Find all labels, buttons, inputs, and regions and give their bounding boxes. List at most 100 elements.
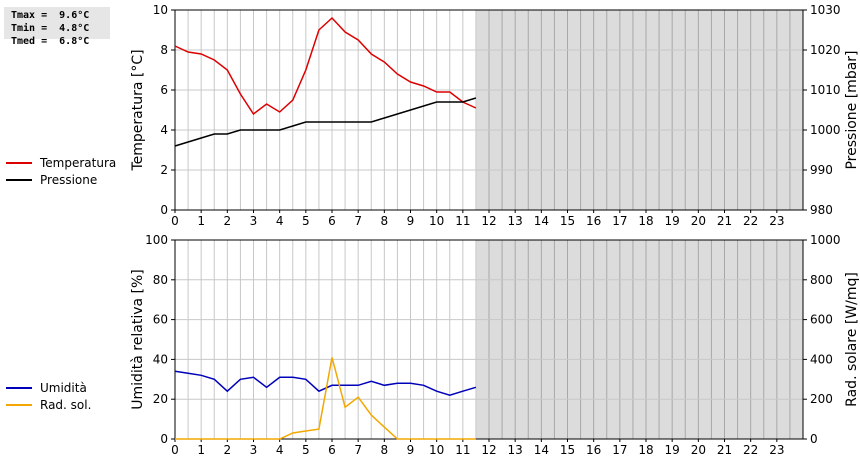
top-series-temperatura (174, 16, 477, 116)
bottom-xtick-label: 10 (429, 443, 444, 457)
bottom-xtick-label: 15 (560, 443, 575, 457)
bottom-ytick-label: 60 (153, 313, 168, 327)
bottom-xtick-label: 7 (354, 443, 362, 457)
top-xtick-label: 12 (481, 214, 496, 228)
top-xtick-label: 15 (560, 214, 575, 228)
top-xtick-label: 6 (328, 214, 336, 228)
legend-label-umidita: Umidità (40, 380, 87, 395)
legend-bottom: Umidità Rad. sol. (6, 379, 91, 413)
legend-item-temperatura: Temperatura (6, 154, 116, 171)
top-y2tick-label: 990 (810, 163, 833, 177)
top-ytick-label: 2 (160, 163, 168, 177)
bottom-ytick-label: 0 (160, 432, 168, 446)
bottom-xtick-label: 14 (534, 443, 549, 457)
top-xtick-label: 8 (381, 214, 389, 228)
top-y2tick-label: 1030 (810, 3, 841, 17)
bottom-series-umidit (174, 370, 477, 396)
bottom-xtick-label: 9 (407, 443, 415, 457)
top-y2tick-label: 1000 (810, 123, 841, 137)
stat-tmed: Tmed = 6.8°C (11, 36, 90, 47)
legend-top: Temperatura Pressione (6, 154, 116, 188)
bottom-series-rad-sol (175, 357, 476, 440)
top-xtick-label: 17 (612, 214, 627, 228)
legend-label-temperatura: Temperatura (40, 155, 117, 170)
bottom-xtick-label: 2 (224, 443, 232, 457)
top-y2tick-label: 1010 (810, 83, 841, 97)
top-xtick-label: 7 (354, 214, 362, 228)
top-xtick-label: 14 (534, 214, 549, 228)
bottom-xtick-label: 1 (197, 443, 205, 457)
legend-label-pressione: Pressione (40, 172, 98, 187)
bottom-ytick-label: 20 (153, 392, 168, 406)
bottom-y2tick-label: 0 (810, 432, 818, 446)
bottom-xtick-label: 19 (665, 443, 680, 457)
top-xtick-label: 9 (407, 214, 415, 228)
top-xtick-label: 21 (717, 214, 732, 228)
bottom-xtick-label: 12 (481, 443, 496, 457)
stats-box: Tmax = 9.6°C Tmin = 4.8°C Tmed = 6.8°C (4, 7, 110, 47)
top-xtick-label: 22 (743, 214, 758, 228)
bottom-xtick-label: 11 (455, 443, 470, 457)
legend-swatch-pressione (6, 178, 32, 181)
bottom-xtick-label: 8 (381, 443, 389, 457)
bottom-xtick-label: 13 (508, 443, 523, 457)
legend-item-umidita: Umidità (6, 379, 91, 396)
top-xtick-label: 20 (691, 214, 706, 228)
top-y2tick-label: 980 (810, 203, 833, 217)
bottom-y2label: Rad. solare [W/mq] (844, 272, 860, 407)
bottom-ytick-label: 80 (153, 273, 168, 287)
top-series-pressione (174, 97, 477, 147)
bottom-ytick-label: 40 (153, 352, 168, 366)
bottom-xtick-label: 17 (612, 443, 627, 457)
legend-label-radsol: Rad. sol. (40, 397, 92, 412)
legend-swatch-temperatura (6, 161, 32, 164)
bottom-y2tick-label: 200 (810, 392, 833, 406)
top-ylabel: Temperatura [°C] (130, 49, 146, 171)
bottom-xtick-label: 20 (691, 443, 706, 457)
bottom-ylabel: Umidità relativa [%] (130, 269, 146, 410)
bottom-xtick-label: 18 (638, 443, 653, 457)
top-xtick-label: 4 (276, 214, 284, 228)
top-xtick-label: 16 (586, 214, 601, 228)
bottom-xtick-label: 23 (769, 443, 784, 457)
top-ytick-label: 8 (160, 43, 168, 57)
bottom-y2tick-label: 600 (810, 313, 833, 327)
top-y2label: Pressione [mbar] (844, 50, 860, 169)
bottom-y2tick-label: 800 (810, 273, 833, 287)
bottom-xtick-label: 16 (586, 443, 601, 457)
top-xtick-label: 0 (171, 214, 179, 228)
bottom-xtick-label: 21 (717, 443, 732, 457)
top-future-region (475, 10, 803, 210)
legend-item-pressione: Pressione (6, 171, 116, 188)
legend-swatch-radsol (6, 403, 32, 406)
top-ytick-label: 10 (153, 3, 168, 17)
top-ytick-label: 6 (160, 83, 168, 97)
top-xtick-label: 13 (508, 214, 523, 228)
top-xtick-label: 19 (665, 214, 680, 228)
bottom-xtick-label: 5 (302, 443, 310, 457)
top-xtick-label: 3 (250, 214, 258, 228)
top-xtick-label: 2 (224, 214, 232, 228)
stat-tmin: Tmin = 4.8°C (11, 23, 90, 34)
stat-tmax: Tmax = 9.6°C (11, 10, 90, 21)
top-xtick-label: 23 (769, 214, 784, 228)
top-xtick-label: 11 (455, 214, 470, 228)
bottom-future-region (475, 240, 803, 439)
bottom-xtick-label: 22 (743, 443, 758, 457)
top-y2tick-label: 1020 (810, 43, 841, 57)
top-ytick-label: 0 (160, 203, 168, 217)
bottom-y2tick-label: 400 (810, 352, 833, 366)
top-xtick-label: 18 (638, 214, 653, 228)
bottom-xtick-label: 6 (328, 443, 336, 457)
bottom-ytick-label: 100 (145, 233, 168, 247)
top-xtick-label: 10 (429, 214, 444, 228)
bottom-xtick-label: 0 (171, 443, 179, 457)
top-ytick-label: 4 (160, 123, 168, 137)
legend-item-radsol: Rad. sol. (6, 396, 91, 413)
bottom-xtick-label: 4 (276, 443, 284, 457)
top-xtick-label: 5 (302, 214, 310, 228)
bottom-y2tick-label: 1000 (810, 233, 841, 247)
bottom-xtick-label: 3 (250, 443, 258, 457)
top-xtick-label: 1 (197, 214, 205, 228)
